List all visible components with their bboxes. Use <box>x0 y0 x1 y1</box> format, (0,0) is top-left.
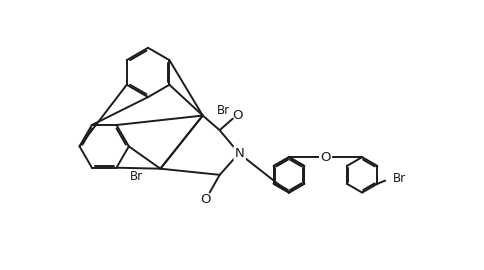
Text: N: N <box>234 147 244 160</box>
Text: O: O <box>200 193 211 206</box>
Text: O: O <box>232 109 242 122</box>
Text: O: O <box>319 151 330 164</box>
Text: Br: Br <box>130 170 143 183</box>
Text: Br: Br <box>216 104 229 117</box>
Text: Br: Br <box>392 172 405 185</box>
